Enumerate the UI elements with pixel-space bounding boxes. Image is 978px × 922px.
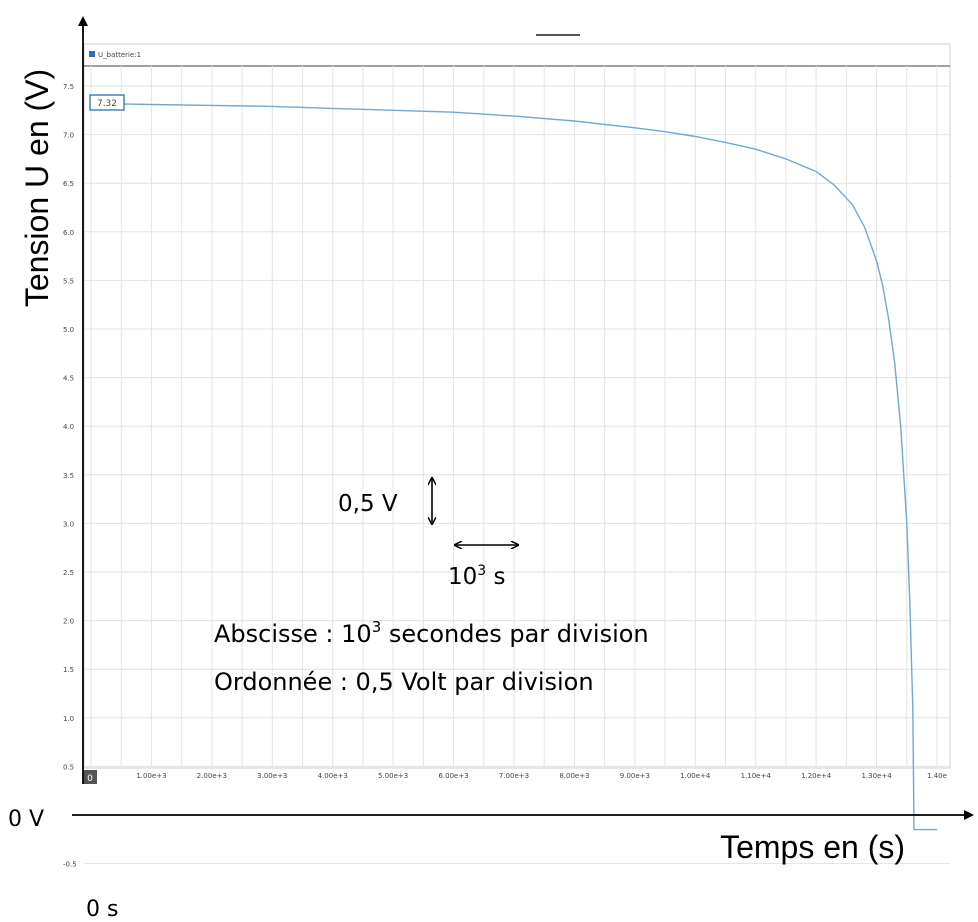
- origin-x-label: 0 s: [86, 897, 118, 922]
- y-tick-label: 7.5: [63, 83, 74, 91]
- x-tick-label: 7.00e+3: [499, 772, 529, 780]
- scale-y-label: 0,5 V: [338, 491, 398, 517]
- y-tick-label: 5.5: [63, 277, 74, 285]
- x-tick-label: 1.30e+4: [861, 772, 892, 780]
- y-tick-label: 1.5: [63, 666, 74, 674]
- x-tick-label: 9.00e+3: [620, 772, 650, 780]
- x-tick-label: 6.00e+3: [438, 772, 468, 780]
- y-tick-label: -0.5: [63, 861, 77, 869]
- x-tick-label: 8.00e+3: [559, 772, 589, 780]
- y-axis-label: Tension U en (V): [19, 69, 55, 307]
- x-tick-labels: 0 1.00e+3 2.00e+3 3.00e+3 4.00e+3 5.00e+3 6.00…: [83, 770, 947, 784]
- abscisse-note: Abscisse : 103 secondes par division: [214, 618, 649, 648]
- x-tick-label: 5.00e+3: [378, 772, 408, 780]
- x-tick-label: 4.00e+3: [318, 772, 348, 780]
- grid-lines: [84, 66, 950, 865]
- cursor-value: 7.32: [97, 99, 117, 109]
- y-tick-labels: 7.5 7.0 6.5 6.0 5.5 5.0 4.5 4.0 3.5 3.0 2.5 2.0 1.5 1…: [63, 83, 77, 869]
- plot-area: [83, 43, 951, 769]
- y-tick-label: 5.0: [63, 326, 74, 334]
- x-origin-marker: [83, 770, 97, 784]
- x-tick-label: 0: [87, 774, 93, 784]
- y-tick-label: 6.5: [63, 180, 74, 188]
- x-tick-label: 1.10e+4: [741, 772, 772, 780]
- x-tick-label: 1.00e+3: [136, 772, 166, 780]
- y-tick-label: 4.5: [63, 375, 74, 383]
- x-tick-label: 1.40e: [927, 772, 947, 780]
- y-tick-label: 2.5: [63, 569, 74, 577]
- x-tick-label: 1.00e+4: [680, 772, 711, 780]
- y-tick-label: 3.5: [63, 472, 74, 480]
- x-tick-label: 1.20e+4: [801, 772, 832, 780]
- y-tick-label: 2.0: [63, 618, 74, 626]
- x-tick-label: 3.00e+3: [257, 772, 287, 780]
- legend-label: U_batterie:1: [98, 51, 141, 59]
- ordonnee-note: Ordonnée : 0,5 Volt par division: [214, 668, 594, 696]
- y-tick-label: 0.5: [63, 763, 74, 771]
- y-tick-label: 1.0: [63, 715, 74, 723]
- series-line: [90, 102, 937, 831]
- x-axis-label: Temps en (s): [720, 829, 905, 865]
- legend-swatch: [89, 51, 95, 57]
- y-tick-label: 4.0: [63, 423, 74, 431]
- y-tick-label: 6.0: [63, 229, 74, 237]
- x-tick-label: 2.00e+3: [197, 772, 227, 780]
- y-tick-label: 3.0: [63, 520, 74, 528]
- y-tick-label: 7.0: [63, 132, 74, 140]
- scale-x-label: 103 s: [448, 563, 506, 590]
- origin-y-label: 0 V: [8, 807, 44, 832]
- cursor-value-box[interactable]: [89, 94, 125, 111]
